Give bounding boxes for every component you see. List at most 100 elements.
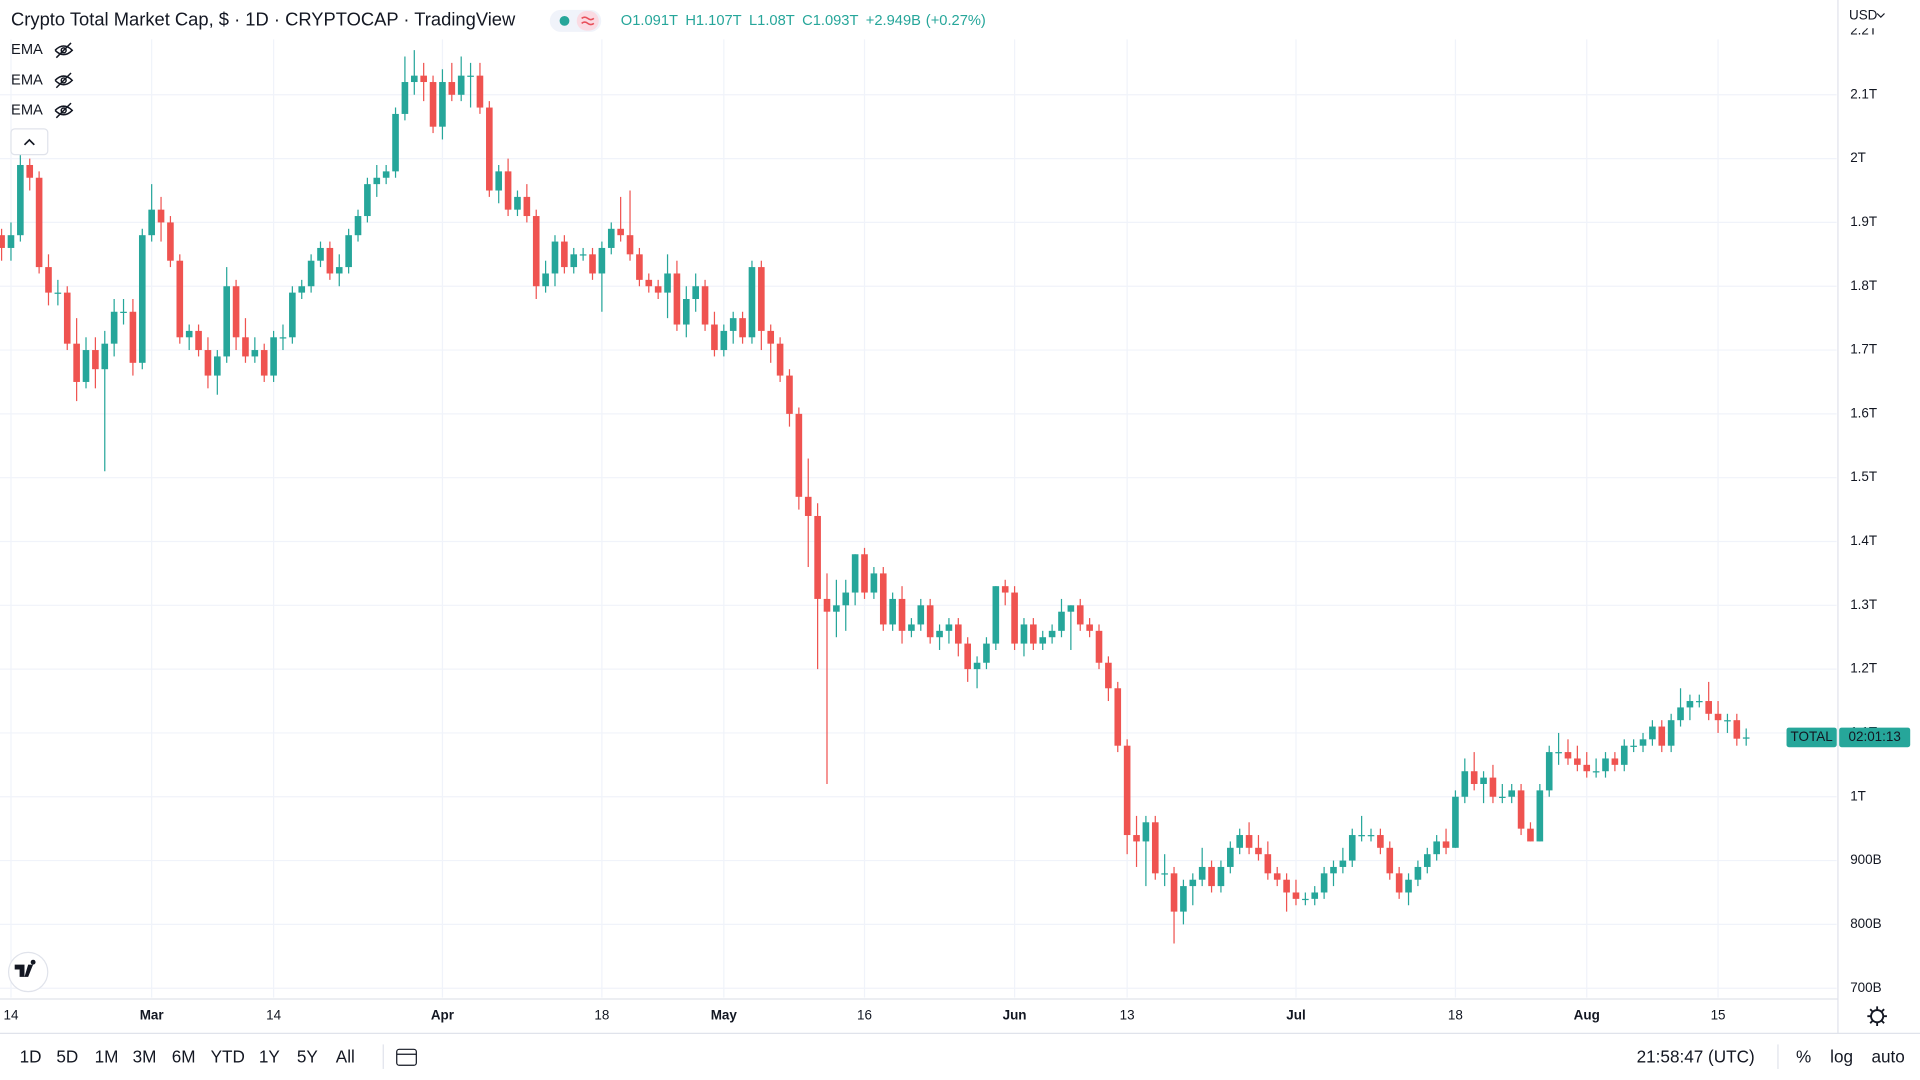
x-tick-label: 14 <box>266 1008 281 1023</box>
x-tick-label: 16 <box>857 1008 872 1023</box>
candle-body <box>504 171 512 210</box>
range-button[interactable]: 3M <box>133 1046 157 1066</box>
ohlc-value: 1.093T <box>813 13 859 29</box>
candle-body <box>1695 701 1703 703</box>
y-tick-label: 1T <box>1850 788 1866 803</box>
range-button[interactable]: 1Y <box>259 1046 281 1066</box>
candle-body <box>120 311 127 313</box>
indicator-name[interactable]: EMA <box>11 42 43 58</box>
date-range-icon[interactable] <box>396 1048 417 1066</box>
candle-body <box>73 343 80 382</box>
ohlc-value: 1.08T <box>757 13 795 29</box>
ohlc-key: O <box>621 13 632 29</box>
candle-body <box>851 554 859 593</box>
candle-body <box>92 350 99 370</box>
candle-body <box>720 330 728 351</box>
clock[interactable]: 21:58:47 (UTC) <box>1637 1046 1755 1066</box>
candle-body <box>382 171 390 178</box>
range-button[interactable]: YTD <box>211 1046 245 1066</box>
candle-body <box>364 184 371 217</box>
candle-body <box>429 82 437 127</box>
ohlc-key: H <box>685 13 696 29</box>
candle-body <box>945 624 953 631</box>
candle-body <box>523 196 531 217</box>
candle-body <box>326 247 334 274</box>
hidden-eye-icon[interactable] <box>54 42 74 59</box>
scale-option[interactable]: % <box>1796 1046 1811 1066</box>
candle-body <box>195 330 202 351</box>
indicator-name[interactable]: EMA <box>11 72 43 88</box>
candle-body <box>26 164 34 178</box>
collapse-icon <box>23 138 35 146</box>
x-tick-label: Jun <box>1003 1008 1027 1023</box>
candle-body <box>1639 739 1647 746</box>
candle-body <box>54 292 62 294</box>
candle-body <box>1489 777 1497 797</box>
market-status-dot <box>559 15 570 26</box>
range-button[interactable]: 1M <box>95 1046 119 1066</box>
scale-option[interactable]: log <box>1830 1046 1853 1066</box>
y-tick-label: 900B <box>1850 852 1881 867</box>
x-tick-label: Mar <box>140 1008 165 1023</box>
candle-body <box>204 350 212 376</box>
range-button[interactable]: 1D <box>20 1046 42 1066</box>
countdown: 02:01:13 <box>1849 729 1901 744</box>
candle-body <box>870 573 878 593</box>
candle-body <box>589 254 596 274</box>
candle-body <box>270 337 277 376</box>
y-tick-label: 1.7T <box>1850 342 1877 357</box>
currency-caret <box>1876 13 1885 19</box>
candle-body <box>1714 713 1722 721</box>
candle-body <box>1574 758 1581 765</box>
x-tick-label: 14 <box>3 1008 18 1023</box>
candle-body <box>1442 841 1450 848</box>
candle-body <box>167 222 174 261</box>
candle-body <box>63 292 71 344</box>
x-tick-label: May <box>711 1008 738 1023</box>
candle-body <box>1086 624 1093 631</box>
candle-body <box>936 630 943 638</box>
candle-body <box>35 177 43 268</box>
candle-body <box>495 171 503 191</box>
candle-body <box>1208 866 1215 887</box>
candle-body <box>467 75 474 77</box>
candle-body <box>1020 624 1028 644</box>
x-tick-label: 18 <box>594 1008 609 1023</box>
currency-selector[interactable]: USD <box>1849 8 1878 23</box>
candle-body <box>1123 745 1131 836</box>
candle-body <box>1283 879 1290 893</box>
y-tick-label: 1.6T <box>1850 405 1877 420</box>
indicator-name[interactable]: EMA <box>11 102 43 118</box>
candle-body <box>410 75 418 83</box>
candle-body <box>420 75 427 83</box>
candle-body <box>1048 630 1056 638</box>
candle-body <box>1367 835 1375 837</box>
range-button[interactable]: 5Y <box>297 1046 319 1066</box>
candle-body <box>392 113 399 172</box>
candle-body <box>739 318 746 338</box>
scale-option[interactable]: auto <box>1871 1046 1904 1066</box>
data-status <box>576 11 599 31</box>
ohlc-value: 1.107T <box>696 13 742 29</box>
range-button[interactable]: 6M <box>172 1046 196 1066</box>
candle-body <box>551 241 559 274</box>
candle-body <box>1330 866 1337 874</box>
collapse-button[interactable] <box>10 128 49 156</box>
candle-body <box>1198 866 1206 880</box>
candle-body <box>1564 752 1572 759</box>
candle-body <box>1151 822 1159 874</box>
y-tick-label: 1.3T <box>1850 597 1877 612</box>
grid <box>0 39 1837 998</box>
candle-body <box>542 273 549 287</box>
candle-body <box>1339 860 1347 867</box>
ohlc-values: O1.091T H1.107T L1.08T C1.093T +2.949B (+0.27… <box>621 13 986 29</box>
range-button[interactable]: All <box>336 1046 355 1066</box>
ohlc-value: 1.091T <box>632 13 678 29</box>
range-button[interactable]: 5D <box>56 1046 78 1066</box>
candle-body <box>786 375 793 414</box>
candle-body <box>345 235 352 268</box>
hidden-eye-icon[interactable] <box>54 102 74 119</box>
hidden-eye-icon[interactable] <box>54 72 74 89</box>
candle-body <box>1217 866 1225 887</box>
